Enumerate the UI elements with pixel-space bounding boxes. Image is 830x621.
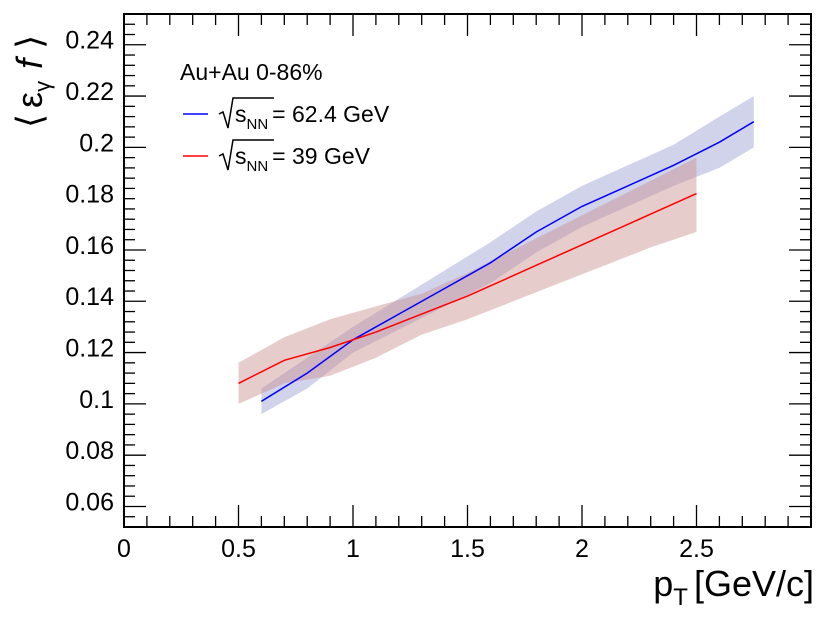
y-tick-label: 0.24 <box>65 27 114 55</box>
band-series-1 <box>238 157 697 404</box>
uncertainty-bands <box>238 96 754 415</box>
x-tick-label: 2.5 <box>679 535 714 563</box>
y-tick-label: 0.22 <box>65 78 114 106</box>
x-tick-label: 0.5 <box>221 535 256 563</box>
x-tick-label: 1.5 <box>450 535 485 563</box>
legend-entry-62-4: sNN = 62.4 GeV <box>183 97 390 133</box>
line-series-0 <box>261 121 755 402</box>
legend-label-62-4: sNN = 62.4 GeV <box>235 101 390 133</box>
y-tick-label: 0.18 <box>65 181 114 209</box>
y-tick-label: 0.08 <box>65 437 114 465</box>
y-tick-label: 0.1 <box>79 386 114 414</box>
sqrt-sign-icon <box>218 139 274 171</box>
line-series-1 <box>238 192 697 385</box>
x-axis-title: pT [GeV/c] <box>653 563 814 611</box>
y-tick-label: 0.06 <box>65 488 114 516</box>
legend-header: Au+Au 0-86% <box>180 59 323 85</box>
legend-label-39: sNN = 39 GeV <box>235 143 371 175</box>
axis-ticks <box>123 13 812 528</box>
sqrt-sign-icon <box>218 97 274 129</box>
legend: Au+Au 0-86% sNN = 62.4 GeV sNN = 39 GeV <box>180 59 390 175</box>
x-tick-labels: 0 0.5 1 1.5 2 2.5 <box>117 535 714 563</box>
y-tick-label: 0.12 <box>65 334 114 362</box>
y-tick-labels: 0.06 0.08 0.1 0.12 0.14 0.16 0.18 0.2 0.22 0.24 <box>65 27 114 517</box>
x-tick-label: 0 <box>117 535 131 563</box>
y-tick-label: 0.16 <box>65 232 114 260</box>
legend-entry-39: sNN = 39 GeV <box>183 139 371 175</box>
y-tick-label: 0.2 <box>79 129 114 157</box>
x-tick-label: 2 <box>575 535 589 563</box>
x-tick-label: 1 <box>346 535 360 563</box>
band-series-0 <box>261 96 754 415</box>
y-tick-label: 0.14 <box>65 283 114 311</box>
series-lines <box>238 121 755 402</box>
y-axis-title: ⟨εγf⟩ <box>9 35 55 128</box>
plot-frame <box>123 13 812 528</box>
